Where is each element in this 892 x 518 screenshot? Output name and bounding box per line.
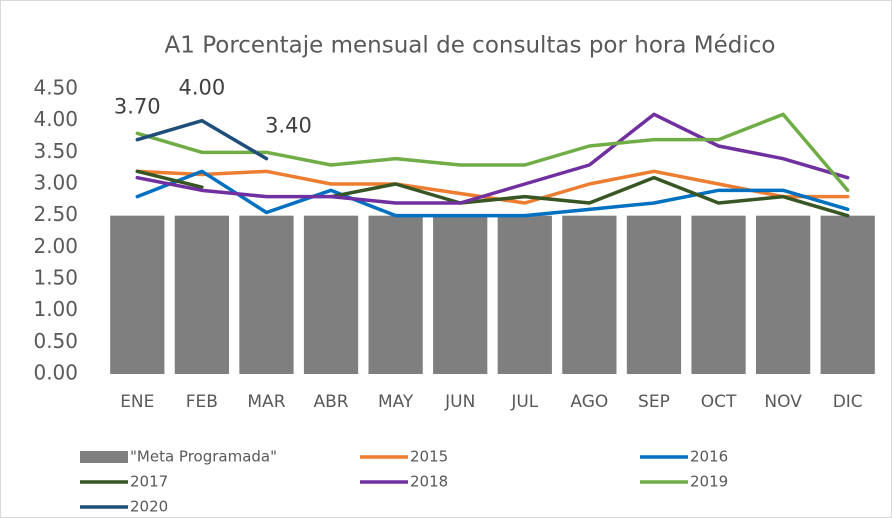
x-tick-label: ABR xyxy=(313,392,348,412)
legend-swatch xyxy=(80,451,128,463)
chart-title: A1 Porcentaje mensual de consultas por h… xyxy=(165,33,776,59)
legend-label: 2016 xyxy=(690,448,728,466)
y-tick-label: 0.50 xyxy=(33,329,78,353)
x-tick-label: FEB xyxy=(186,392,218,412)
y-tick-label: 2.00 xyxy=(33,234,78,258)
bar xyxy=(626,215,682,374)
x-tick-label: AGO xyxy=(570,392,608,412)
bar xyxy=(820,215,875,374)
legend-label: "Meta Programada" xyxy=(130,448,277,466)
bar xyxy=(756,215,811,374)
y-tick-label: 3.00 xyxy=(33,171,78,195)
line xyxy=(135,169,204,189)
y-tick-label: 0.00 xyxy=(33,361,78,385)
bar xyxy=(562,215,617,374)
line xyxy=(135,118,269,161)
y-tick-label: 1.00 xyxy=(33,297,78,321)
x-tick-label: DIC xyxy=(833,392,863,412)
line xyxy=(329,175,850,218)
legend-label: 2020 xyxy=(130,498,168,516)
bar xyxy=(433,215,488,374)
data-label: 3.40 xyxy=(265,114,312,138)
line xyxy=(135,169,850,218)
y-tick-label: 4.50 xyxy=(33,76,78,100)
x-tick-label: SEP xyxy=(638,392,670,412)
bar xyxy=(691,215,746,374)
bar xyxy=(239,215,294,374)
bar xyxy=(497,215,552,374)
bar xyxy=(174,215,229,374)
bar xyxy=(110,215,165,374)
legend-label: 2018 xyxy=(410,473,448,491)
x-tick-label: MAR xyxy=(247,392,285,412)
bar xyxy=(303,215,359,374)
x-tick-label: OCT xyxy=(701,392,737,412)
x-tick-label: JUN xyxy=(444,392,475,412)
line xyxy=(135,112,850,205)
x-tick-label: JUL xyxy=(510,392,538,412)
x-tick-label: NOV xyxy=(764,392,802,412)
y-tick-label: 3.50 xyxy=(33,139,78,163)
y-tick-label: 4.00 xyxy=(33,107,78,131)
legend-label: 2015 xyxy=(410,448,448,466)
legend-label: 2019 xyxy=(690,473,728,491)
data-label: 4.00 xyxy=(178,76,225,100)
data-label: 3.70 xyxy=(114,95,161,119)
legend-label: 2017 xyxy=(130,473,168,491)
x-tick-label: MAY xyxy=(378,392,414,412)
bar xyxy=(368,215,423,374)
y-tick-label: 1.50 xyxy=(33,266,78,290)
y-tick-label: 2.50 xyxy=(33,202,78,226)
x-tick-label: ENE xyxy=(120,392,154,412)
